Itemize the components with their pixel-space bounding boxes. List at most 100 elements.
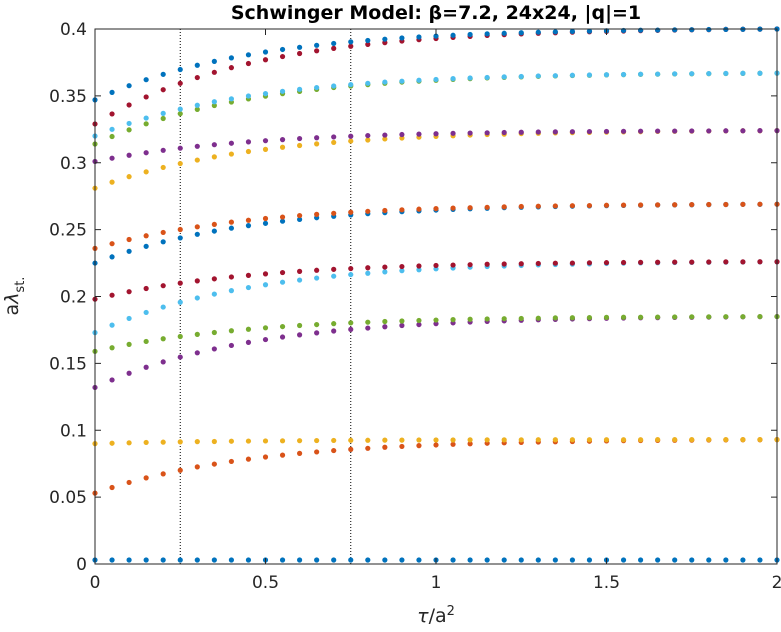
data-point <box>314 84 320 91</box>
data-point <box>279 144 286 150</box>
data-point <box>194 106 200 112</box>
data-point <box>450 557 456 563</box>
data-point <box>314 321 320 328</box>
x-tick-label: 0 <box>90 573 101 593</box>
data-point <box>297 277 303 283</box>
data-point <box>279 452 286 458</box>
data-point <box>416 263 422 269</box>
data-point <box>297 438 303 444</box>
data-point <box>467 31 473 38</box>
data-point <box>109 292 115 298</box>
data-point <box>160 359 166 365</box>
y-tick-label: 0.25 <box>49 221 87 241</box>
data-point <box>348 39 354 45</box>
data-point <box>467 316 473 322</box>
data-point <box>382 437 388 443</box>
data-point <box>501 437 507 443</box>
data-point <box>467 557 473 563</box>
data-point <box>177 354 183 360</box>
data-point <box>245 339 252 345</box>
data-point <box>450 262 456 268</box>
data-point <box>757 259 763 265</box>
data-point <box>126 341 132 347</box>
data-point <box>348 557 354 563</box>
data-point <box>382 132 388 138</box>
data-point <box>416 443 422 449</box>
data-point <box>211 102 217 109</box>
data-point <box>314 42 320 48</box>
data-point <box>620 71 627 78</box>
data-point <box>177 80 183 86</box>
data-point <box>143 115 149 121</box>
data-point <box>706 128 712 134</box>
data-point <box>655 128 661 134</box>
data-point <box>689 128 695 134</box>
data-point <box>297 557 303 563</box>
data-point <box>279 557 286 563</box>
data-point <box>314 135 320 141</box>
data-point <box>194 102 200 108</box>
data-point <box>655 259 661 265</box>
data-point <box>484 557 490 563</box>
data-point <box>109 126 115 132</box>
data-point <box>348 133 354 139</box>
data-point <box>450 76 456 82</box>
data-point <box>160 439 166 445</box>
data-point <box>109 241 115 247</box>
data-point <box>433 262 439 269</box>
data-point <box>569 557 576 563</box>
data-point <box>689 202 695 208</box>
data-point <box>160 71 166 77</box>
data-point <box>279 53 286 60</box>
data-point <box>689 314 695 320</box>
data-point <box>211 276 217 282</box>
data-point <box>450 205 456 211</box>
data-point <box>177 66 183 73</box>
data-point <box>109 89 115 95</box>
data-point <box>603 437 610 443</box>
data-point <box>126 557 132 563</box>
data-point <box>433 33 439 39</box>
data-point <box>348 82 354 88</box>
data-point <box>586 72 593 78</box>
data-point <box>518 30 524 36</box>
data-point <box>314 449 320 455</box>
data-point <box>126 152 132 158</box>
data-point <box>314 211 320 217</box>
data-point <box>314 330 320 336</box>
data-point <box>501 557 507 563</box>
data-point <box>279 46 286 53</box>
data-point <box>757 201 763 207</box>
x-tick-label: 1 <box>431 573 442 593</box>
y-tick-label: 0.35 <box>49 87 87 107</box>
data-point <box>569 437 576 443</box>
data-point <box>245 438 252 444</box>
x-tick-label: 2 <box>772 573 781 593</box>
data-point <box>279 323 286 330</box>
data-point <box>365 132 371 139</box>
data-point <box>262 215 269 222</box>
data-point <box>501 74 507 80</box>
data-point <box>262 220 269 226</box>
data-point <box>194 231 200 237</box>
data-point <box>689 71 695 77</box>
data-point <box>757 557 763 563</box>
data-point <box>211 154 217 160</box>
data-point <box>143 121 149 127</box>
data-point <box>211 221 217 228</box>
data-point <box>228 274 234 280</box>
data-point <box>160 110 166 116</box>
data-point <box>569 260 576 266</box>
data-point <box>194 62 200 68</box>
data-point <box>706 557 712 563</box>
data-point <box>109 557 115 563</box>
data-point <box>740 437 746 443</box>
data-point <box>399 78 405 84</box>
data-point <box>211 346 217 352</box>
data-point <box>126 127 132 133</box>
data-point <box>740 557 746 563</box>
data-point <box>569 203 576 209</box>
data-point <box>348 446 354 452</box>
data-point <box>160 471 166 477</box>
data-point <box>689 259 695 265</box>
